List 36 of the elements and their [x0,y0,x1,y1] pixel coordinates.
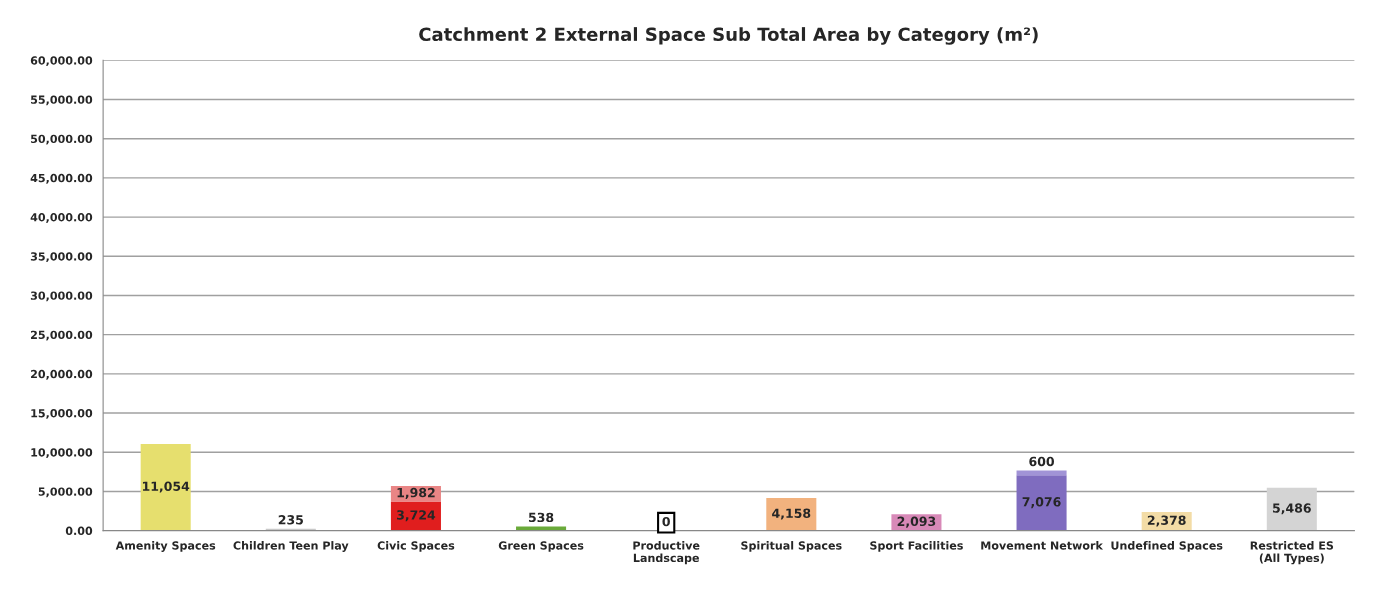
data-label: 3,724 [397,510,436,522]
x-tick-label: Children Teen Play [233,541,349,552]
data-label: 538 [528,512,554,523]
y-tick-label: 20,000.00 [31,369,93,380]
x-tick-label: Productive Landscape [633,541,700,565]
y-tick-label: 5,000.00 [38,487,93,498]
x-tick-label: Movement Network [981,541,1104,550]
y-tick-label: 10,000.00 [31,448,93,459]
data-label: 600 [1029,456,1055,467]
y-tick-label: 35,000.00 [30,252,93,263]
data-label: 2,093 [897,516,936,528]
y-tick-label: 60,000.00 [30,56,93,67]
x-tick-label: Civic Spaces [377,541,455,552]
data-label: 2,378 [1147,515,1186,527]
y-tick-label: 50,000.00 [31,134,93,145]
data-label: 5,486 [1273,503,1311,515]
y-tick-label: 30,000.00 [30,291,93,302]
x-tick-label: Sport Facilities [870,541,963,552]
data-label: 7,076 [1022,497,1061,509]
y-tick-label: 0.00 [65,526,93,536]
x-tick-label: Restricted ES (All Types) [1250,541,1334,565]
data-label: 11,054 [142,481,190,493]
y-tick-label: 55,000.00 [31,95,93,106]
data-label: 1,982 [397,487,435,499]
data-label: 4,158 [772,508,811,520]
data-label: 0 [662,516,670,527]
chart-title: Catchment 2 External Space Sub Total Area by Category (m²) [419,27,1038,45]
y-tick-label: 40,000.00 [30,213,93,223]
y-tick-label: 45,000.00 [30,173,93,184]
x-tick-label: Undefined Spaces [1111,541,1223,552]
x-tick-label: Spiritual Spaces [741,541,842,552]
data-label: 235 [278,515,303,525]
x-tick-label: Amenity Spaces [115,541,216,552]
y-tick-label: 15,000.00 [31,409,93,419]
x-tick-label: Green Spaces [498,541,584,552]
y-tick-label: 25,000.00 [31,330,93,341]
